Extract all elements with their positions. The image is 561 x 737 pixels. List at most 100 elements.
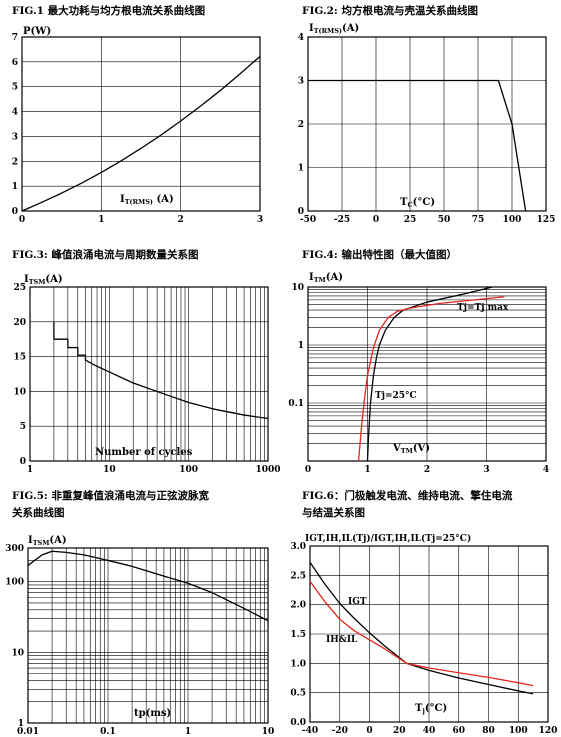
fig3-y-axis-label: ITSM(A)	[24, 274, 63, 286]
fig2-xtick-label: 100	[503, 215, 522, 225]
fig6-frame	[309, 545, 549, 723]
fig6-ytick-label: 0.0	[290, 718, 306, 728]
fig4-series-0-line	[366, 286, 493, 462]
fig6-ytick-label: 2.0	[290, 601, 306, 611]
fig6-caption-line1: FIG.6：门极触发电流、维持电流、擎住电流	[302, 490, 513, 502]
fig1-xtick-label: 3	[257, 215, 263, 225]
fig3-ytick-label: 20	[13, 318, 26, 328]
fig2-series-0-line	[308, 79, 527, 212]
fig5-xtick-label: 0.1	[100, 727, 116, 737]
fig3-frame	[29, 286, 269, 462]
fig1-ytick-label: 4	[12, 108, 18, 118]
fig5-ytick-label: 1	[18, 719, 24, 729]
fig6-annotation-ih-il: IH&IL	[326, 635, 358, 645]
fig5-xtick-label: 10	[262, 727, 275, 737]
fig5-xtick-label: 0.01	[17, 727, 39, 737]
fig3-xtick-label: 100	[179, 465, 198, 475]
fig1-caption: FIG.1 最大功耗与均方根电流关系曲线图	[12, 5, 206, 17]
fig2-y-axis-label: IT(RMS)(A)	[309, 23, 359, 35]
fig4-annotation-tj-max: Tj=Tj max	[457, 303, 509, 313]
fig5-caption-line1: FIG.5: 非重复峰值浪涌电流与正弦波脉宽	[12, 490, 209, 502]
fig3-ytick-label: 10	[13, 387, 26, 397]
fig4-xtick-label: 2	[424, 465, 430, 475]
fig6-xtick-label: -40	[302, 726, 318, 736]
fig3-grid	[29, 286, 268, 462]
fig1-frame	[21, 36, 261, 212]
fig6-xtick-label: 100	[509, 726, 528, 736]
fig1-xtick-label: 0	[19, 215, 25, 225]
fig5-series-0-line	[27, 550, 269, 622]
fig6-ytick-label: 1.0	[290, 659, 306, 669]
fig2-ytick-label: 2	[298, 120, 304, 130]
fig6-xtick-label: 120	[539, 726, 558, 736]
fig3-caption: FIG.3: 峰值浪涌电流与周期数量关系图	[12, 249, 199, 261]
fig4-xtick-label: 4	[543, 465, 549, 475]
fig6-series-0-line	[309, 562, 534, 695]
fig1-ytick-label: 1	[12, 182, 18, 192]
fig5-x-axis-label: tp(ms)	[134, 708, 171, 719]
fig6-xtick-label: 60	[452, 726, 465, 736]
fig1-chart: 0 1 2 3 0 1 2 3 4 5 6 7 P(W) IT(RMS) (A)	[12, 26, 263, 225]
fig1-ytick-label: 2	[12, 157, 18, 167]
fig5-ytick-label: 300	[5, 544, 24, 554]
fig4-annotation-tj-25: Tj=25°C	[375, 391, 417, 401]
fig6-ytick-label: 1.5	[290, 630, 306, 640]
fig4-xtick-label: 1	[364, 465, 370, 475]
fig1-x-axis-label: IT(RMS) (A)	[120, 194, 174, 206]
fig6-annotation-igt: IGT	[348, 597, 367, 607]
fig4-xtick-label: 3	[483, 465, 489, 475]
fig2-frame	[307, 36, 547, 212]
fig4-ytick-label: 10	[291, 283, 304, 293]
fig6-chart: -40 -20 0 20 40 60 80 100 120 0.0 0.5 1.0 1.5 2.0 2.5 3…	[290, 533, 557, 736]
fig6-grid	[309, 545, 549, 723]
fig6-caption-line2: 与结温关系图	[302, 507, 365, 519]
fig3-xtick-label: 10	[103, 465, 116, 475]
fig3-ytick-label: 15	[13, 353, 26, 363]
fig6-x-axis-label: Tj(°C)	[415, 703, 447, 715]
fig1-grid	[21, 36, 261, 212]
fig2-xtick-label: 125	[537, 215, 556, 225]
fig3-xtick-label: 1000	[255, 465, 280, 475]
fig3-x-axis-label: Number of cycles	[95, 447, 193, 458]
fig2-xtick-label: 0	[373, 215, 379, 225]
fig2-xtick-label: 50	[438, 215, 451, 225]
fig1-series-0-line	[21, 55, 261, 212]
fig4-x-axis-label: VTM(V)	[392, 443, 430, 455]
fig6-ytick-label: 0.5	[290, 689, 306, 699]
fig2-ytick-label: 1	[298, 164, 304, 174]
fig2-caption: FIG.2: 均方根电流与壳温关系曲线图	[302, 5, 478, 17]
fig3-ytick-label: 25	[13, 283, 26, 293]
fig3-xtick-label: 1	[27, 465, 33, 475]
fig1-y-axis-label: P(W)	[23, 26, 51, 37]
fig4-caption: FIG.4: 输出特性图（最大值图）	[302, 249, 457, 261]
fig6-xtick-label: 20	[393, 726, 406, 736]
fig2-xtick-label: 75	[472, 215, 485, 225]
fig4-series-1-line	[357, 296, 505, 462]
fig2-grid	[307, 36, 547, 212]
fig4-y-axis-label: ITM(A)	[309, 272, 343, 284]
fig5-chart: 0.01 0.1 1 10 1 10 100 300 ITSM(A) tp(ms)	[5, 535, 274, 737]
fig3-ytick-label: 0	[20, 457, 26, 467]
fig4-grid	[307, 287, 547, 462]
fig2-ytick-label: 0	[298, 207, 304, 217]
fig6-xtick-label: 40	[423, 726, 436, 736]
fig6-xtick-label: 80	[482, 726, 495, 736]
fig5-ytick-label: 10	[11, 648, 24, 658]
fig1-ytick-label: 0	[12, 207, 18, 217]
fig6-ytick-label: 3.0	[290, 542, 306, 552]
fig4-xtick-label: 0	[305, 465, 311, 475]
fig2-ytick-label: 4	[298, 33, 304, 43]
fig3-ytick-label: 5	[20, 422, 26, 432]
fig4-frame	[307, 286, 547, 462]
fig5-xtick-label: 1	[185, 727, 191, 737]
fig6-y-axis-label: IGT,IH,IL(Tj)/IGT,IH,IL(Tj=25°C)	[305, 533, 471, 544]
fig1-ytick-label: 3	[12, 132, 18, 142]
fig6-ytick-label: 2.5	[290, 571, 306, 581]
fig2-xtick-label: -50	[300, 215, 316, 225]
fig2-chart: -50 -25 0 25 50 75 100 125 0 1 2 3 4 IT(RMS)(A) TC(°C)	[298, 23, 556, 225]
fig5-ytick-label: 100	[5, 578, 24, 588]
fig6-xtick-label: -20	[332, 726, 348, 736]
fig2-xtick-label: -25	[334, 215, 350, 225]
